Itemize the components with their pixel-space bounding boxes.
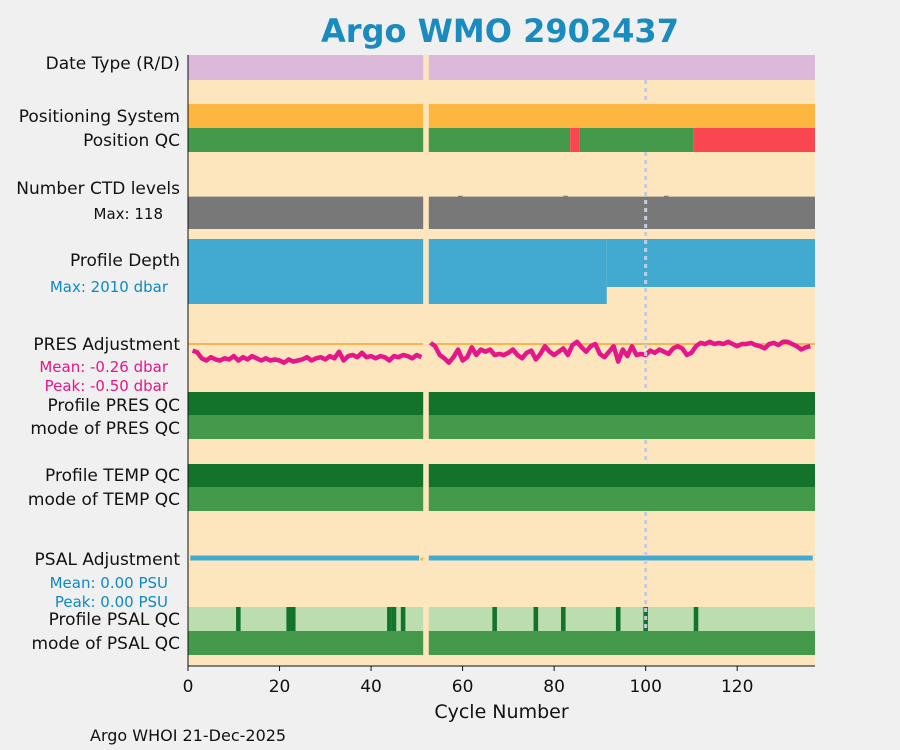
row-0-cover xyxy=(643,55,648,80)
row-label-10: PSAL Adjustment xyxy=(35,550,181,570)
x-tick-label-1: 20 xyxy=(269,677,291,697)
x-tick-label-6: 120 xyxy=(721,677,753,697)
row-6-segment-0 xyxy=(188,392,815,415)
row-7-cover xyxy=(643,415,648,439)
row-label-1: Positioning System xyxy=(19,107,180,127)
row-2-cover xyxy=(643,128,648,152)
row-6-cover xyxy=(643,392,648,415)
pres-peak-stat: Peak: -0.50 dbar xyxy=(45,377,169,395)
row-label-4: Profile Depth xyxy=(70,251,180,271)
x-tick-label-0: 0 xyxy=(183,677,194,697)
psal-qc-flag-4 xyxy=(391,607,397,631)
row-2-segment-2 xyxy=(579,128,694,152)
row-label-3: Number CTD levels xyxy=(16,179,180,199)
row-1-segment-0 xyxy=(188,104,815,128)
psal-qc-flag-1 xyxy=(286,607,291,631)
psal-qc-flag-2 xyxy=(290,607,296,631)
x-axis-label: Cycle Number xyxy=(434,701,568,723)
chart-title: Argo WMO 2902437 xyxy=(321,12,679,50)
ctd-levels-area-b xyxy=(604,202,815,229)
profile-depth-bar-0 xyxy=(188,239,607,304)
row-12-segment-0 xyxy=(188,631,815,655)
psal-qc-flag-9 xyxy=(615,607,621,631)
psal-qc-flag-5 xyxy=(400,607,406,631)
row-8-segment-0 xyxy=(188,464,815,487)
pres-mean-stat: Mean: -0.26 dbar xyxy=(39,358,169,376)
x-tick-label-5: 100 xyxy=(629,677,661,697)
row-label-8: Profile TEMP QC xyxy=(45,466,180,486)
row-label-7: mode of PRES QC xyxy=(30,419,180,439)
row-label-2: Position QC xyxy=(83,131,180,151)
pres-adjustment-segment2 xyxy=(429,339,811,365)
row-2-segment-0 xyxy=(188,128,571,152)
row-label-9: mode of TEMP QC xyxy=(28,490,180,510)
row-label-5: PRES Adjustment xyxy=(33,335,180,355)
row-2-segment-1 xyxy=(570,128,580,152)
row-1-cover xyxy=(643,104,648,128)
footer-credit: Argo WHOI 21-Dec-2025 xyxy=(90,726,287,745)
psal-qc-flag-0 xyxy=(236,607,241,631)
row-12-cover xyxy=(643,631,648,655)
psal-qc-base xyxy=(188,607,815,631)
row-label-12: mode of PSAL QC xyxy=(31,634,180,654)
psal-peak-stat: Peak: 0.00 PSU xyxy=(55,593,168,611)
row-8-cover xyxy=(643,464,648,487)
data-gap xyxy=(423,55,429,666)
profile-depth-bar-1 xyxy=(606,239,815,287)
row-0-segment-0 xyxy=(188,55,815,80)
x-tick-label-4: 80 xyxy=(543,677,565,697)
row-2-segment-3 xyxy=(693,128,815,152)
pres-adjustment-segment1 xyxy=(191,348,423,365)
psal-qc-flag-3 xyxy=(387,607,392,631)
row-label-0: Date Type (R/D) xyxy=(46,54,180,74)
row-9-cover xyxy=(643,487,648,511)
x-tick-label-3: 60 xyxy=(452,677,474,697)
psal-qc-flag-7 xyxy=(533,607,539,631)
row-label-6: Profile PRES QC xyxy=(47,396,180,416)
depth-max-stat: Max: 2010 dbar xyxy=(50,278,169,296)
x-tick-label-2: 40 xyxy=(360,677,382,697)
psal-qc-flag-11 xyxy=(693,607,699,631)
psal-mean-stat: Mean: 0.00 PSU xyxy=(50,574,168,592)
row-label-11: Profile PSAL QC xyxy=(49,610,180,630)
row-7-segment-0 xyxy=(188,415,815,439)
row-9-segment-0 xyxy=(188,487,815,511)
ctd-max-stat: Max: 118 xyxy=(94,205,163,223)
psal-qc-flag-6 xyxy=(492,607,497,631)
psal-qc-flag-8 xyxy=(560,607,566,631)
